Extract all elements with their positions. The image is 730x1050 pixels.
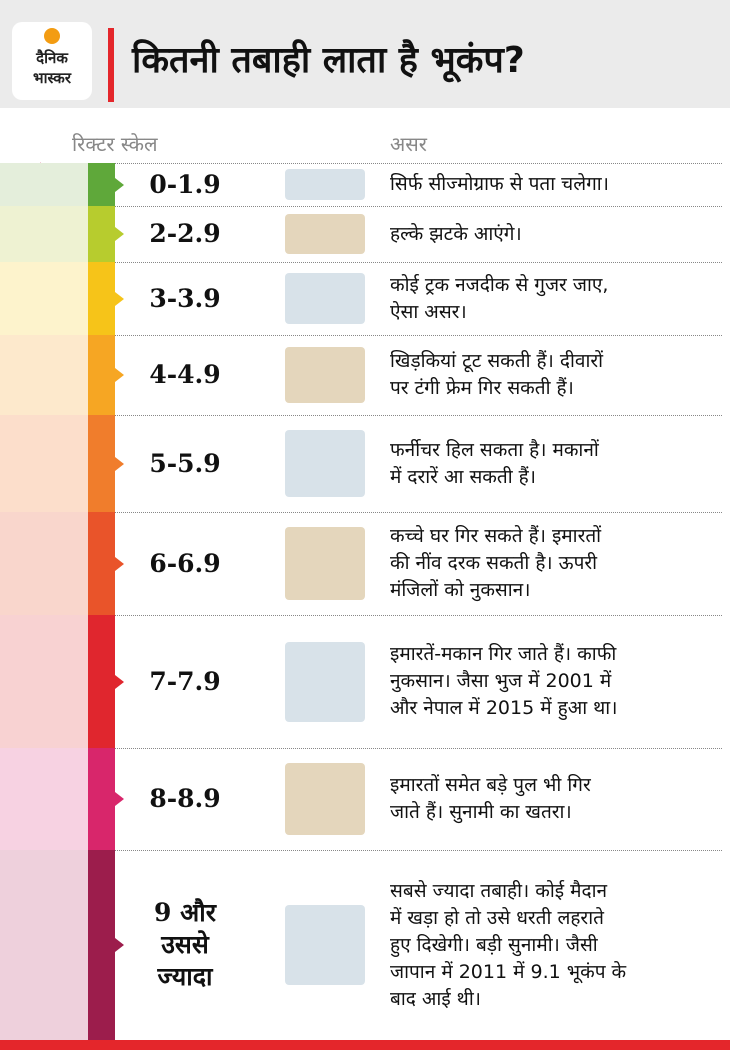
effect-text: सबसे ज्यादा तबाही। कोई मैदान bbox=[390, 879, 608, 902]
scale-bar bbox=[88, 163, 115, 206]
logo-text: भास्कर bbox=[33, 69, 71, 87]
scale-label: 6-6.9 bbox=[149, 548, 221, 578]
scale-bar bbox=[88, 615, 115, 748]
logo-text: दैनिक bbox=[36, 49, 68, 67]
icon bbox=[285, 763, 365, 835]
title: कितनी तबाही लाता है भूकंप? bbox=[132, 40, 525, 81]
scale-bar bbox=[88, 512, 115, 615]
band bbox=[0, 748, 88, 850]
column-header: असर bbox=[390, 132, 427, 156]
separator bbox=[115, 335, 722, 336]
separator bbox=[115, 206, 722, 207]
effect-text: नुकसान। जैसा भुज में 2001 में bbox=[390, 670, 612, 692]
icon bbox=[285, 214, 365, 254]
separator bbox=[115, 415, 722, 416]
band bbox=[0, 163, 88, 206]
arrow bbox=[115, 556, 124, 571]
scale-label: 5-5.9 bbox=[149, 448, 221, 478]
icon bbox=[285, 905, 365, 985]
effect-text: इमारतों समेत बड़े पुल भी गिर bbox=[390, 774, 591, 796]
scale-label: 9 और bbox=[154, 898, 216, 927]
icon bbox=[285, 641, 365, 722]
band bbox=[0, 415, 88, 512]
effect-text: और नेपाल में 2015 में हुआ था। bbox=[390, 697, 618, 719]
scale-label: 2-2.9 bbox=[149, 219, 221, 248]
band bbox=[0, 262, 88, 335]
separator bbox=[115, 262, 722, 263]
arrow bbox=[115, 291, 124, 306]
separator bbox=[115, 512, 722, 513]
effect-text: सिर्फ सीज्मोग्राफ से पता चलेगा। bbox=[390, 173, 609, 195]
band bbox=[0, 512, 88, 615]
band bbox=[0, 206, 88, 262]
logo-sun bbox=[44, 28, 60, 44]
arrow bbox=[115, 674, 124, 689]
scale-label: 0-1.9 bbox=[149, 169, 221, 199]
band bbox=[0, 615, 88, 748]
effect-text: में दरारें आ सकती हैं। bbox=[390, 465, 536, 488]
scale-label: 3-3.9 bbox=[149, 283, 221, 313]
effect-text: जापान में 2011 में 9.1 भूकंप के bbox=[390, 960, 627, 983]
scale-label: 7-7.9 bbox=[149, 666, 221, 696]
arrow bbox=[115, 227, 124, 241]
scale-bar bbox=[88, 262, 115, 335]
effect-text: इमारतें-मकान गिर जाते हैं। काफी bbox=[390, 643, 617, 665]
arrow bbox=[115, 938, 124, 952]
scale-label: 8-8.9 bbox=[149, 784, 221, 813]
effect-text: बाद आई थी। bbox=[390, 987, 481, 1010]
separator bbox=[115, 850, 722, 851]
arrow bbox=[115, 368, 124, 382]
scale-bar bbox=[88, 335, 115, 415]
effect-text: हल्के झटके आएंगे। bbox=[390, 222, 522, 245]
icon bbox=[285, 169, 365, 200]
effect-text: ऐसा असर। bbox=[390, 300, 467, 323]
effect-text: में खड़ा हो तो उसे धरती लहराते bbox=[390, 906, 604, 929]
effect-text: कच्चे घर गिर सकते हैं। इमारतों bbox=[390, 525, 602, 547]
title-bar bbox=[108, 28, 114, 102]
scale-bar bbox=[88, 850, 115, 1040]
column-header: रिक्टर स्केल bbox=[72, 132, 158, 156]
bottom-bar bbox=[0, 1040, 730, 1050]
effect-text: फर्नीचर हिल सकता है। मकानों bbox=[390, 438, 599, 461]
separator bbox=[115, 748, 722, 749]
effect-text: कोई ट्रक नजदीक से गुजर जाए, bbox=[390, 273, 609, 296]
arrow bbox=[115, 792, 124, 806]
icon bbox=[285, 527, 365, 600]
separator bbox=[115, 615, 722, 616]
effect-text: खिड़कियां टूट सकती हैं। दीवारों bbox=[390, 350, 604, 372]
band bbox=[0, 850, 88, 1040]
band bbox=[0, 335, 88, 415]
effect-text: जाते हैं। सुनामी का खतरा। bbox=[390, 801, 572, 823]
scale-bar bbox=[88, 748, 115, 850]
scale-bar bbox=[88, 206, 115, 262]
scale-label: 4-4.9 bbox=[149, 360, 221, 389]
effect-text: मंजिलों को नुकसान। bbox=[390, 579, 531, 601]
arrow bbox=[115, 456, 124, 471]
effect-text: की नींव दरक सकती है। ऊपरी bbox=[390, 552, 598, 574]
scale-bar bbox=[88, 415, 115, 512]
scale-label: उससे bbox=[161, 930, 209, 959]
icon bbox=[285, 429, 365, 498]
icon bbox=[285, 347, 365, 403]
separator bbox=[115, 163, 722, 164]
scale-label: ज्यादा bbox=[157, 962, 213, 991]
effect-text: हुए दिखेगी। बड़ी सुनामी। जैसी bbox=[390, 933, 598, 956]
effect-text: पर टंगी फ्रेम गिर सकती हैं। bbox=[390, 377, 574, 399]
arrow bbox=[115, 177, 124, 192]
icon bbox=[285, 272, 365, 325]
logo: दैनिक भास्कर bbox=[12, 22, 92, 100]
header bbox=[0, 0, 730, 108]
